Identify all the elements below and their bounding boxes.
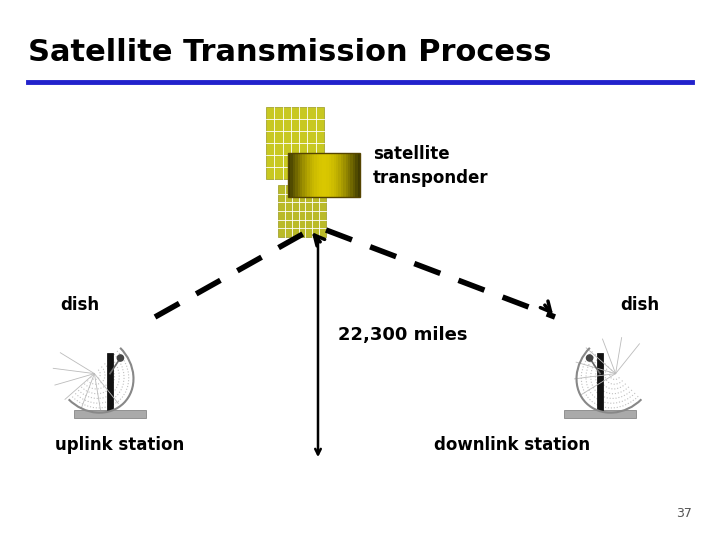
Polygon shape [346,153,348,197]
Polygon shape [305,153,307,197]
Text: Satellite Transmission Process: Satellite Transmission Process [28,38,552,67]
Polygon shape [326,153,329,197]
Text: uplink station: uplink station [55,436,184,454]
Circle shape [117,355,124,361]
Polygon shape [300,153,302,197]
Polygon shape [290,153,293,197]
Polygon shape [278,185,326,237]
Polygon shape [310,153,312,197]
Text: dish: dish [60,296,99,314]
Polygon shape [297,153,300,197]
Polygon shape [302,153,305,197]
Polygon shape [293,153,295,197]
Polygon shape [319,153,322,197]
Polygon shape [288,153,290,197]
Polygon shape [353,153,355,197]
Text: downlink station: downlink station [434,436,590,454]
Polygon shape [329,153,331,197]
Text: dish: dish [620,296,659,314]
Polygon shape [336,153,338,197]
Polygon shape [73,410,146,418]
Polygon shape [307,153,310,197]
Polygon shape [351,153,353,197]
Text: 22,300 miles: 22,300 miles [338,326,467,344]
Polygon shape [107,353,113,410]
Text: satellite
transponder: satellite transponder [373,145,489,187]
Polygon shape [315,153,317,197]
Polygon shape [331,153,333,197]
Circle shape [587,355,593,361]
Polygon shape [597,353,603,410]
Polygon shape [333,153,336,197]
Polygon shape [355,153,358,197]
Polygon shape [338,153,341,197]
Polygon shape [317,153,319,197]
Polygon shape [322,153,324,197]
Polygon shape [312,153,315,197]
Polygon shape [324,153,326,197]
Polygon shape [341,153,343,197]
Polygon shape [343,153,346,197]
Polygon shape [358,153,360,197]
Polygon shape [564,410,636,418]
Text: 37: 37 [676,507,692,520]
Polygon shape [348,153,351,197]
Polygon shape [295,153,297,197]
Polygon shape [266,107,324,179]
